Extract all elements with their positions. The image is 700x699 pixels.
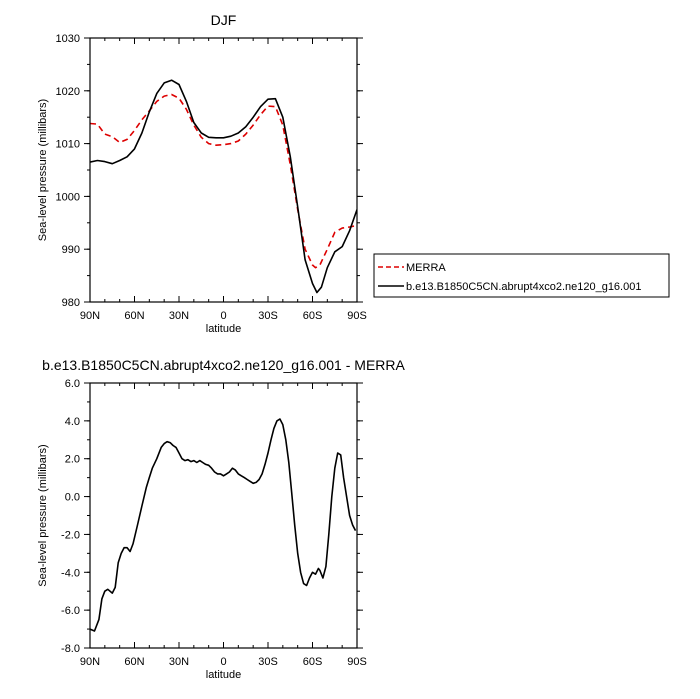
plot-frame (89, 37, 358, 303)
x-tick-label: 60N (124, 656, 144, 668)
y-tick-label: 980 (62, 297, 80, 309)
x-axis-label: latitude (206, 669, 241, 681)
chart-title: DJF (211, 12, 237, 28)
x-tick-label: 90S (347, 656, 367, 668)
y-tick-label: -4.0 (61, 567, 80, 579)
y-tick-label: -2.0 (61, 529, 80, 541)
y-tick-label: 990 (62, 244, 80, 256)
x-axis-label: latitude (206, 323, 241, 335)
x-tick-label: 90N (80, 656, 100, 668)
y-tick-label: 1020 (56, 86, 80, 98)
x-tick-label: 60N (124, 310, 144, 322)
y-tick-label: 6.0 (65, 378, 80, 390)
y-tick-label: 0.0 (65, 492, 80, 504)
y-tick-label: 1010 (56, 139, 80, 151)
difference-chart-title: b.e13.B1850C5CN.abrupt4xco2.ne120_g16.00… (42, 357, 405, 373)
legend-model-label: b.e13.B1850C5CN.abrupt4xco2.ne120_g16.00… (406, 281, 641, 293)
x-tick-label: 60S (303, 656, 323, 668)
x-tick-label: 0 (220, 656, 226, 668)
x-tick-label: 30N (169, 310, 189, 322)
x-tick-label: 30S (258, 310, 278, 322)
y-axis-label: Sea-level pressure (millibars) (37, 444, 49, 586)
x-tick-label: 30S (258, 656, 278, 668)
x-tick-label: 30N (169, 656, 189, 668)
y-tick-label: 1030 (56, 33, 80, 45)
x-tick-label: 90S (347, 310, 367, 322)
model-series-line (90, 79, 357, 294)
x-tick-label: 90N (80, 310, 100, 322)
legend-box (373, 253, 670, 298)
y-tick-label: 4.0 (65, 416, 80, 428)
merra-series-line (90, 93, 357, 269)
plot-frame (89, 382, 358, 649)
y-tick-label: 2.0 (65, 454, 80, 466)
x-tick-label: 60S (303, 310, 323, 322)
y-tick-label: -6.0 (61, 605, 80, 617)
y-tick-label: 1000 (56, 191, 80, 203)
y-tick-label: -8.0 (61, 643, 80, 655)
x-tick-label: 0 (220, 310, 226, 322)
difference-series-line (90, 418, 357, 632)
y-axis-label: Sea-level pressure (millibars) (37, 99, 49, 241)
legend-merra-label: MERRA (406, 262, 446, 274)
